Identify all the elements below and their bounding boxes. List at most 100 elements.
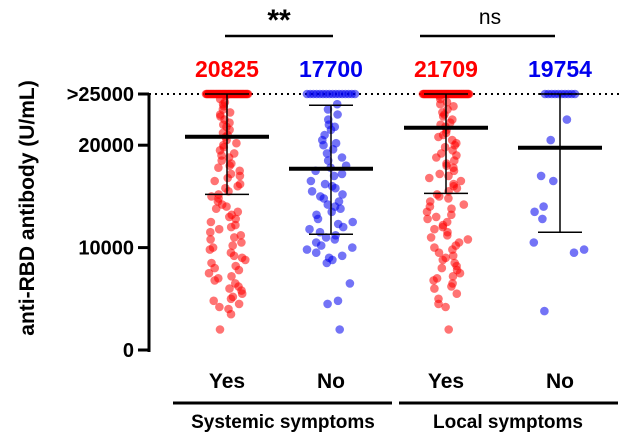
- data-point: [232, 138, 241, 148]
- data-point: [456, 176, 466, 186]
- data-point: [228, 241, 237, 250]
- data-point: [435, 169, 445, 179]
- data-point: [333, 110, 342, 119]
- data-point: [330, 235, 340, 244]
- data-point: [540, 306, 549, 316]
- data-point: [333, 296, 343, 306]
- data-point: [459, 200, 469, 209]
- data-point: [226, 309, 236, 319]
- data-point: [206, 227, 215, 237]
- mean-value-label: 20825: [195, 56, 259, 82]
- data-point: [338, 190, 347, 199]
- data-point: [323, 105, 333, 114]
- data-point: [529, 238, 539, 247]
- data-point: [549, 176, 558, 186]
- data-point: [434, 192, 444, 201]
- data-point: [235, 171, 245, 181]
- data-point: [452, 289, 462, 299]
- data-point: [337, 153, 347, 162]
- data-point: [429, 276, 438, 285]
- data-point: [321, 233, 331, 242]
- data-point: [422, 207, 432, 217]
- data-point: [434, 299, 443, 309]
- data-point: [229, 251, 239, 261]
- data-point: [434, 132, 443, 142]
- data-point: [348, 217, 358, 227]
- category-label-systemic-yes: Yes: [209, 370, 245, 393]
- mean-value-label: 17700: [299, 56, 363, 82]
- data-point: [562, 115, 572, 124]
- data-point: [313, 214, 323, 224]
- data-point: [447, 282, 456, 291]
- data-point: [225, 284, 234, 293]
- data-point: [335, 325, 345, 334]
- data-point: [337, 169, 347, 179]
- data-point: [204, 268, 214, 278]
- y-tick-label: 10000: [78, 238, 134, 260]
- data-point: [448, 272, 458, 281]
- data-point: [536, 171, 546, 181]
- data-point: [331, 183, 340, 193]
- data-point: [214, 224, 224, 234]
- data-point: [237, 238, 246, 247]
- data-point: [431, 212, 441, 222]
- y-ticks: 0 10000 20000 >25000: [67, 84, 149, 362]
- data-point: [539, 202, 548, 211]
- data-point: [226, 294, 236, 304]
- data-point: [210, 263, 219, 273]
- data-point: [444, 194, 453, 203]
- data-point: [233, 181, 242, 191]
- data-point: [530, 207, 539, 217]
- data-point: [237, 289, 247, 299]
- data-point: [306, 176, 316, 186]
- data-point: [448, 251, 458, 261]
- data-point: [440, 142, 450, 152]
- data-point: [215, 302, 224, 312]
- data-point: [338, 222, 348, 232]
- data-point: [579, 245, 589, 254]
- data-point: [215, 325, 225, 334]
- y-axis-label: anti-RBD antibody (U/mL): [16, 80, 39, 335]
- data-point: [323, 299, 332, 309]
- data-point: [302, 245, 312, 254]
- mean-value-label: 19754: [528, 56, 592, 82]
- data-point: [210, 276, 219, 285]
- data-point: [447, 210, 456, 220]
- data-point: [464, 89, 474, 99]
- data-point: [205, 245, 215, 254]
- data-point: [322, 149, 332, 158]
- data-point: [452, 183, 462, 193]
- data-point: [209, 296, 218, 306]
- mean-labels: 20825 17700 21709 19754: [195, 56, 592, 82]
- data-point: [436, 99, 445, 109]
- mean-value-label: 21709: [414, 56, 478, 82]
- data-point: [425, 173, 434, 183]
- data-point: [455, 268, 465, 278]
- category-label-local-yes: Yes: [428, 370, 464, 393]
- data-point: [226, 222, 236, 232]
- group-label-local: Local symptoms: [433, 412, 583, 433]
- data-point: [447, 204, 456, 213]
- data-point: [323, 200, 333, 209]
- data-point: [441, 302, 450, 312]
- data-point: [214, 163, 223, 172]
- data-point: [225, 108, 235, 117]
- data-point: [316, 241, 326, 250]
- group-label-systemic: Systemic symptoms: [191, 412, 375, 433]
- data-point: [426, 233, 436, 242]
- y-tick-label: 0: [123, 340, 134, 362]
- data-point: [241, 255, 250, 265]
- sig-label-local: ns: [479, 6, 501, 29]
- data-point: [449, 166, 459, 176]
- data-point: [444, 325, 454, 334]
- data-point: [450, 156, 459, 165]
- sig-label-systemic: **: [267, 4, 291, 37]
- data-point: [443, 231, 452, 240]
- category-label-local-no: No: [546, 370, 574, 393]
- data-point: [423, 214, 432, 224]
- data-point: [438, 255, 448, 265]
- y-tick-label: >25000: [67, 84, 134, 106]
- data-point: [348, 243, 357, 252]
- data-point: [206, 217, 216, 227]
